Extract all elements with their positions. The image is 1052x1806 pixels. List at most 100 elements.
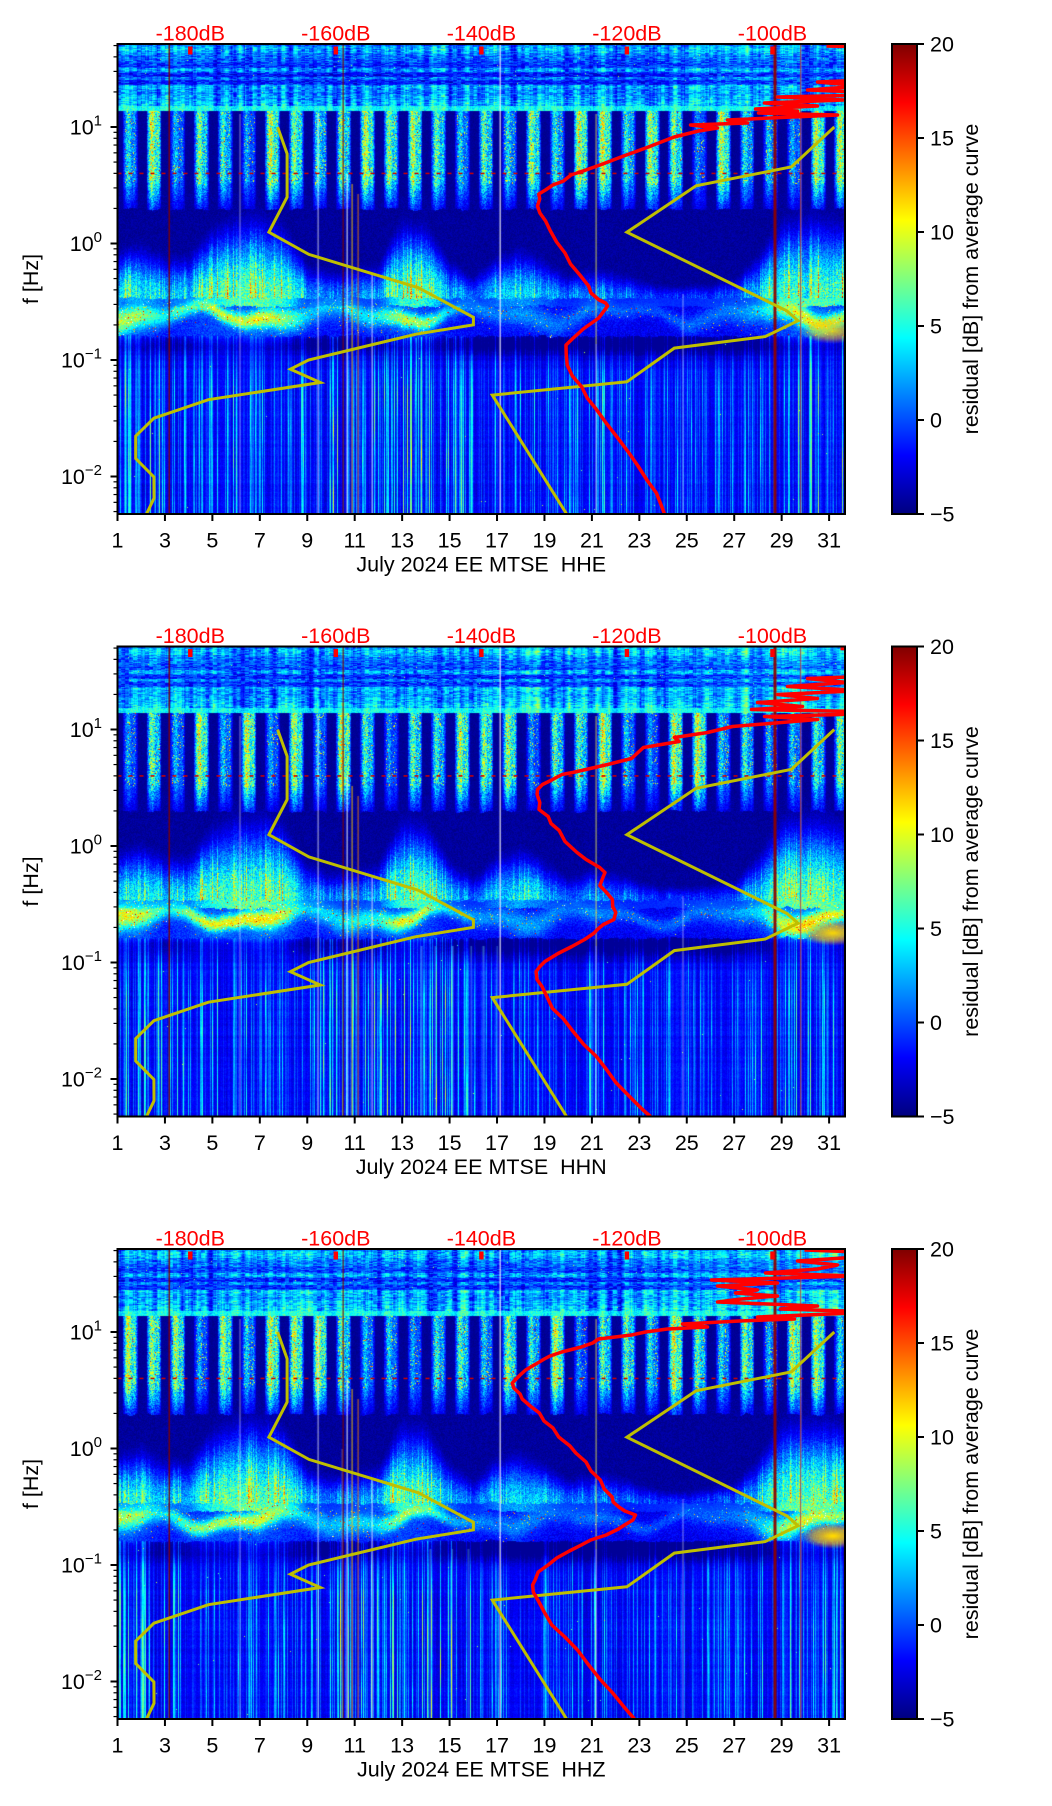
svg-text:10−2: 10−2	[61, 462, 102, 489]
svg-text:−5: −5	[930, 503, 955, 527]
svg-text:10: 10	[930, 221, 954, 245]
svg-text:−5: −5	[930, 1708, 955, 1732]
svg-text:f [Hz]: f [Hz]	[19, 856, 43, 906]
svg-text:19: 19	[532, 1734, 556, 1758]
svg-text:July 2024 EE MTSE HHE: July 2024 EE MTSE HHE	[356, 553, 606, 577]
svg-text:101: 101	[70, 113, 102, 140]
svg-text:1: 1	[112, 529, 124, 553]
svg-text:0: 0	[930, 409, 942, 433]
svg-text:5: 5	[930, 315, 942, 339]
svg-text:-120dB: -120dB	[592, 624, 661, 648]
svg-text:13: 13	[390, 529, 414, 553]
svg-text:-160dB: -160dB	[301, 1227, 370, 1251]
svg-text:1: 1	[112, 1734, 124, 1758]
svg-text:residual [dB] from average cur: residual [dB] from average curve	[959, 726, 983, 1037]
svg-text:7: 7	[254, 529, 266, 553]
svg-text:23: 23	[627, 1131, 651, 1155]
svg-text:residual [dB] from average cur: residual [dB] from average curve	[959, 124, 983, 435]
svg-text:10−1: 10−1	[61, 1551, 102, 1578]
svg-text:-160dB: -160dB	[301, 22, 370, 46]
svg-text:5: 5	[206, 1734, 218, 1758]
svg-text:15: 15	[930, 1332, 954, 1356]
svg-text:-120dB: -120dB	[592, 1227, 661, 1251]
svg-text:31: 31	[817, 1734, 841, 1758]
svg-text:29: 29	[770, 1734, 794, 1758]
svg-text:9: 9	[301, 529, 313, 553]
svg-text:21: 21	[580, 529, 604, 553]
svg-text:19: 19	[532, 529, 556, 553]
svg-text:-180dB: -180dB	[156, 624, 225, 648]
svg-text:21: 21	[580, 1131, 604, 1155]
svg-text:15: 15	[930, 127, 954, 151]
svg-text:-140dB: -140dB	[447, 624, 516, 648]
svg-text:10−1: 10−1	[61, 948, 102, 975]
svg-text:3: 3	[159, 1734, 171, 1758]
svg-text:3: 3	[159, 1131, 171, 1155]
svg-text:13: 13	[390, 1734, 414, 1758]
svg-text:13: 13	[390, 1131, 414, 1155]
svg-text:27: 27	[722, 1734, 746, 1758]
svg-text:15: 15	[930, 729, 954, 753]
svg-text:15: 15	[438, 1734, 462, 1758]
svg-text:15: 15	[438, 1131, 462, 1155]
svg-text:July 2024 EE MTSE HHN: July 2024 EE MTSE HHN	[356, 1155, 607, 1179]
svg-text:0: 0	[930, 1011, 942, 1035]
svg-text:-180dB: -180dB	[156, 1227, 225, 1251]
svg-text:5: 5	[206, 1131, 218, 1155]
svg-text:25: 25	[675, 1131, 699, 1155]
svg-text:25: 25	[675, 529, 699, 553]
svg-text:-140dB: -140dB	[447, 1227, 516, 1251]
svg-text:-120dB: -120dB	[592, 22, 661, 46]
svg-text:17: 17	[485, 529, 509, 553]
svg-text:20: 20	[930, 635, 954, 659]
svg-text:7: 7	[254, 1734, 266, 1758]
svg-text:5: 5	[206, 529, 218, 553]
svg-text:11: 11	[344, 1734, 366, 1758]
svg-text:9: 9	[301, 1131, 313, 1155]
svg-text:f [Hz]: f [Hz]	[19, 1459, 43, 1509]
svg-text:20: 20	[930, 1238, 954, 1262]
svg-text:-160dB: -160dB	[301, 624, 370, 648]
svg-text:17: 17	[485, 1734, 509, 1758]
svg-text:11: 11	[344, 529, 366, 553]
svg-text:1: 1	[112, 1131, 124, 1155]
svg-text:27: 27	[722, 1131, 746, 1155]
svg-text:July 2024 EE MTSE HHZ: July 2024 EE MTSE HHZ	[357, 1758, 606, 1782]
svg-text:10−2: 10−2	[61, 1065, 102, 1092]
svg-text:residual [dB] from average cur: residual [dB] from average curve	[959, 1329, 983, 1640]
svg-text:100: 100	[70, 832, 102, 859]
svg-text:31: 31	[817, 1131, 841, 1155]
svg-text:3: 3	[159, 529, 171, 553]
svg-text:17: 17	[485, 1131, 509, 1155]
svg-text:−5: −5	[930, 1105, 955, 1129]
svg-text:20: 20	[930, 33, 954, 57]
svg-text:23: 23	[627, 1734, 651, 1758]
svg-text:-100dB: -100dB	[738, 22, 807, 46]
svg-text:10: 10	[930, 823, 954, 847]
svg-text:5: 5	[930, 917, 942, 941]
svg-text:10: 10	[930, 1426, 954, 1450]
svg-text:-100dB: -100dB	[738, 624, 807, 648]
svg-text:11: 11	[344, 1131, 366, 1155]
svg-text:100: 100	[70, 1434, 102, 1461]
svg-text:19: 19	[532, 1131, 556, 1155]
svg-text:23: 23	[627, 529, 651, 553]
svg-text:9: 9	[301, 1734, 313, 1758]
svg-text:-180dB: -180dB	[156, 22, 225, 46]
svg-text:-100dB: -100dB	[738, 1227, 807, 1251]
svg-text:15: 15	[438, 529, 462, 553]
svg-text:27: 27	[722, 529, 746, 553]
svg-text:10−1: 10−1	[61, 346, 102, 373]
svg-text:25: 25	[675, 1734, 699, 1758]
svg-text:10−2: 10−2	[61, 1667, 102, 1694]
svg-text:29: 29	[770, 1131, 794, 1155]
svg-text:29: 29	[770, 529, 794, 553]
svg-text:101: 101	[70, 715, 102, 742]
svg-text:21: 21	[580, 1734, 604, 1758]
svg-text:31: 31	[817, 529, 841, 553]
svg-text:7: 7	[254, 1131, 266, 1155]
svg-text:5: 5	[930, 1520, 942, 1544]
svg-text:100: 100	[70, 229, 102, 256]
svg-text:f [Hz]: f [Hz]	[19, 254, 43, 304]
svg-text:-140dB: -140dB	[447, 22, 516, 46]
